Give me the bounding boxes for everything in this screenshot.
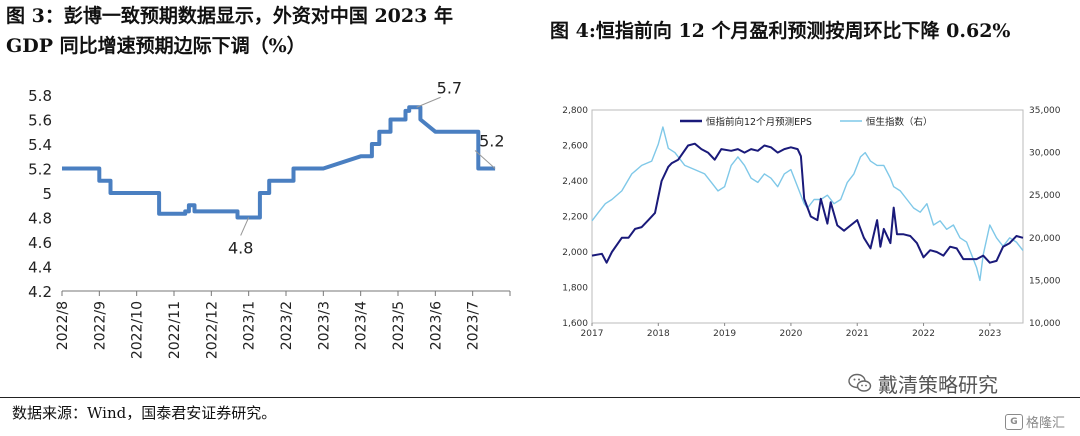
site-logo: G 格隆汇 — [1005, 412, 1065, 431]
x-tick-label: 2023/4 — [354, 301, 370, 350]
x-tick-label: 2022/8 — [55, 301, 71, 350]
left-y-tick-label: 2,800 — [562, 106, 588, 116]
footer-divider — [0, 397, 1080, 398]
right-y-tick-label: 10,000 — [1029, 319, 1061, 329]
figure-4-title: 图 4:恒指前向 12 个月盈利预测按周环比下降 0.62% — [550, 20, 1011, 42]
right-y-tick-label: 35,000 — [1029, 106, 1061, 116]
watermark-text: 戴清策略研究 — [878, 372, 998, 397]
left-y-tick-label: 2,400 — [562, 177, 588, 187]
y-tick-label: 4.8 — [28, 210, 52, 228]
annotation-label: 5.7 — [437, 78, 462, 97]
left-y-tick-label: 1,600 — [562, 319, 588, 329]
y-tick-label: 4.4 — [28, 259, 52, 277]
annotation-label: 4.8 — [228, 239, 253, 258]
annotation-label: 5.2 — [479, 132, 504, 151]
y-tick-label: 5.8 — [28, 87, 52, 105]
legend-label: 恒生指数（右） — [866, 116, 933, 128]
x-tick-label: 2023 — [978, 329, 1001, 339]
source-note: 数据来源：Wind，国泰君安证券研究。 — [12, 404, 277, 422]
hsi-series-line — [591, 126, 1024, 282]
x-tick-label: 2022/11 — [167, 301, 183, 359]
gdp-forecast-chart: 4.2 4.4 4.6 4.8 5 5.2 5.4 5.6 5.8 2022/8 2022/9 202… — [28, 78, 511, 359]
eps-hsi-chart: 1,600 1,800 2,000 2,200 2,400 2,600 2,800 10,00… — [562, 106, 1061, 339]
x-tick-label: 2022/9 — [92, 301, 108, 350]
right-y-tick-label: 15,000 — [1029, 276, 1061, 286]
plot-frame — [591, 109, 1024, 324]
gdp-forecast-line — [62, 105, 496, 220]
left-y-tick-label: 1,800 — [562, 284, 588, 294]
y-tick-label: 5.6 — [28, 112, 52, 130]
eps-series-line — [591, 142, 1024, 264]
watermark: 戴清策略研究 — [848, 370, 998, 397]
x-tick-label: 2023/7 — [466, 301, 482, 350]
figure-3-title-line-1: 图 3：彭博一致预期数据显示，外资对中国 2023 年 — [6, 5, 453, 27]
right-y-tick-label: 25,000 — [1029, 191, 1061, 201]
y-tick-label: 4.6 — [28, 234, 52, 252]
x-tick-label: 2023/6 — [428, 301, 444, 350]
left-y-tick-label: 2,600 — [562, 142, 588, 152]
x-tick-label: 2023/2 — [279, 301, 295, 350]
legend-label: 恒指前向12个月预测EPS — [706, 116, 812, 128]
y-tick-label: 4.2 — [28, 283, 52, 301]
right-y-tick-label: 20,000 — [1029, 234, 1061, 244]
left-y-tick-label: 2,000 — [562, 248, 588, 258]
y-tick-label: 5.4 — [28, 136, 52, 154]
y-tick-label: 5.2 — [28, 161, 52, 179]
x-tick-label: 2023/5 — [391, 301, 407, 350]
annotation-leader — [240, 217, 250, 236]
right-y-tick-label: 30,000 — [1029, 149, 1061, 159]
x-tick-label: 2019 — [713, 329, 736, 339]
logo-text: 格隆汇 — [1026, 416, 1066, 431]
x-tick-label: 2022 — [912, 329, 935, 339]
x-tick-label: 2023/3 — [316, 301, 332, 350]
logo-mark: G — [1005, 413, 1023, 430]
x-tick-label: 2020 — [779, 329, 802, 339]
x-tick-label: 2023/1 — [242, 301, 258, 350]
wechat-icon — [848, 373, 872, 392]
x-tick-label: 2017 — [581, 329, 604, 339]
x-tick-label: 2022/12 — [204, 301, 220, 359]
annotation-leader — [416, 96, 441, 108]
x-tick-label: 2021 — [846, 329, 869, 339]
y-tick-label: 5 — [42, 185, 52, 203]
left-y-tick-label: 2,200 — [562, 213, 588, 223]
annotation-leader — [474, 150, 496, 169]
x-tick-label: 2018 — [647, 329, 670, 339]
x-tick-label: 2022/10 — [130, 301, 146, 359]
figure-3-title-line-2: GDP 同比增速预期边际下调（%） — [6, 35, 306, 57]
